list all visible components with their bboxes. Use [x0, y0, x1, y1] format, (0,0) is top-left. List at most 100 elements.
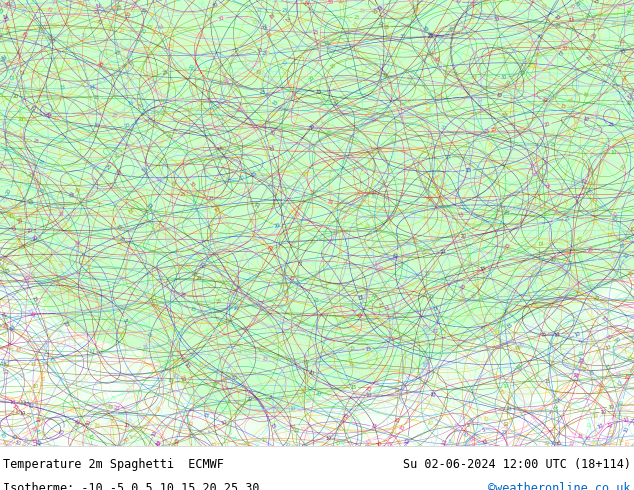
Text: 25: 25 — [167, 44, 174, 49]
Text: 25: 25 — [47, 292, 53, 299]
Text: 25: 25 — [544, 19, 550, 24]
Text: 25: 25 — [150, 110, 156, 115]
Text: 15: 15 — [255, 439, 262, 446]
Text: 15: 15 — [552, 397, 558, 405]
Text: 20: 20 — [325, 130, 332, 137]
Text: 20: 20 — [426, 195, 434, 203]
Text: 15: 15 — [593, 347, 600, 355]
Text: 15: 15 — [169, 180, 177, 188]
Text: 20: 20 — [58, 213, 64, 218]
Text: 30: 30 — [189, 11, 195, 18]
Text: 25: 25 — [4, 15, 11, 23]
Text: 20: 20 — [504, 163, 512, 170]
Text: 20: 20 — [119, 236, 126, 243]
Text: 25: 25 — [256, 124, 263, 132]
Text: 5: 5 — [104, 348, 110, 354]
Text: 30: 30 — [594, 11, 600, 18]
Text: 15: 15 — [365, 346, 372, 352]
Text: 10: 10 — [396, 385, 401, 392]
Text: 25: 25 — [215, 298, 223, 305]
Text: 10: 10 — [603, 363, 610, 371]
Text: 15: 15 — [32, 425, 40, 433]
Text: 20: 20 — [578, 234, 585, 242]
Text: 10: 10 — [1, 322, 9, 330]
Text: 10: 10 — [108, 417, 114, 424]
Text: 30: 30 — [338, 0, 345, 4]
Text: 20: 20 — [628, 270, 634, 278]
Text: 20: 20 — [215, 107, 223, 115]
Text: 20: 20 — [610, 215, 618, 222]
Text: 20: 20 — [152, 78, 159, 86]
Text: 15: 15 — [606, 333, 614, 341]
Text: 15: 15 — [475, 356, 481, 364]
Text: 10: 10 — [366, 393, 373, 398]
Text: 30: 30 — [373, 100, 380, 107]
Text: 15: 15 — [343, 412, 351, 419]
Text: 25: 25 — [391, 146, 396, 152]
Text: 30: 30 — [258, 5, 264, 12]
Text: 15: 15 — [8, 225, 16, 233]
Text: 20: 20 — [628, 95, 634, 102]
Text: 20: 20 — [190, 62, 197, 70]
Text: 25: 25 — [259, 89, 266, 96]
Text: 30: 30 — [126, 10, 133, 18]
Text: 30: 30 — [218, 16, 225, 23]
Text: 5: 5 — [129, 434, 133, 440]
Text: 25: 25 — [549, 142, 556, 147]
Text: 30: 30 — [562, 46, 569, 51]
Text: 25: 25 — [105, 163, 113, 171]
Text: 25: 25 — [179, 293, 186, 298]
Text: 10: 10 — [371, 437, 378, 443]
Text: 15: 15 — [87, 84, 94, 92]
Text: 5: 5 — [53, 228, 56, 234]
Text: 10: 10 — [221, 146, 228, 152]
Text: 30: 30 — [625, 100, 633, 106]
Text: 20: 20 — [541, 98, 548, 103]
Text: 20: 20 — [136, 101, 144, 109]
Text: 25: 25 — [48, 5, 55, 13]
Text: 25: 25 — [282, 8, 288, 14]
Text: 10: 10 — [441, 439, 448, 446]
Text: 5: 5 — [595, 420, 601, 425]
Text: 10: 10 — [14, 346, 22, 353]
Text: 30: 30 — [256, 1, 264, 9]
Text: 20: 20 — [270, 100, 278, 108]
Text: 30: 30 — [509, 0, 516, 5]
Text: 25: 25 — [37, 26, 44, 32]
Text: 25: 25 — [283, 16, 291, 24]
Text: 20: 20 — [456, 211, 463, 219]
Text: 10: 10 — [418, 248, 425, 256]
Text: 20: 20 — [147, 202, 155, 210]
Text: 25: 25 — [571, 1, 578, 9]
Text: 20: 20 — [584, 54, 592, 62]
Text: 30: 30 — [250, 18, 257, 25]
Text: 30: 30 — [93, 123, 100, 129]
Text: 15: 15 — [434, 326, 439, 333]
Text: 25: 25 — [536, 64, 542, 72]
Text: 25: 25 — [141, 26, 148, 34]
Text: 25: 25 — [585, 13, 592, 18]
Text: 10: 10 — [38, 375, 43, 381]
Text: 5: 5 — [455, 422, 461, 427]
Text: 5: 5 — [44, 246, 48, 252]
Text: 15: 15 — [618, 206, 625, 214]
Text: 15: 15 — [37, 74, 44, 79]
Text: 25: 25 — [157, 275, 165, 283]
Text: 25: 25 — [215, 145, 223, 152]
Text: 15: 15 — [580, 199, 586, 206]
Text: 20: 20 — [256, 121, 263, 126]
Text: 10: 10 — [608, 421, 614, 428]
Text: 25: 25 — [592, 32, 599, 40]
Text: 25: 25 — [585, 36, 591, 43]
Text: 15: 15 — [351, 385, 357, 390]
Text: 20: 20 — [24, 186, 32, 192]
Text: 10: 10 — [587, 414, 594, 419]
Text: 20: 20 — [280, 288, 288, 296]
Text: 20: 20 — [424, 271, 431, 277]
Text: 20: 20 — [439, 248, 447, 255]
Text: 20: 20 — [505, 78, 513, 86]
Text: 25: 25 — [148, 11, 154, 18]
Text: 15: 15 — [31, 295, 38, 303]
Text: 10: 10 — [314, 391, 322, 398]
Text: 10: 10 — [36, 416, 42, 422]
